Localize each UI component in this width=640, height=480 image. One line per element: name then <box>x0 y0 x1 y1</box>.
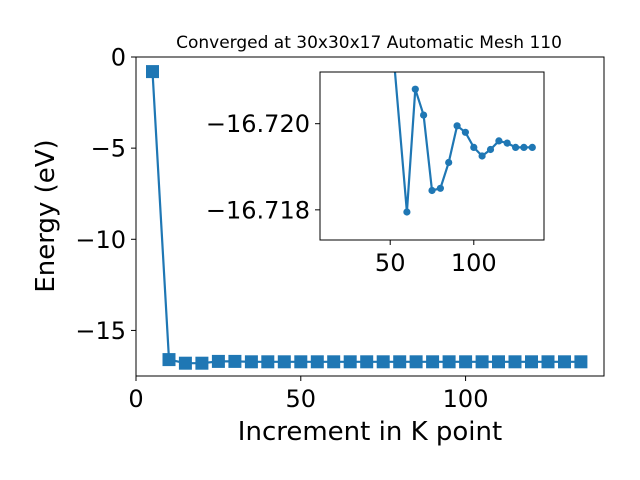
main-data-point <box>525 355 538 369</box>
inset-data-point <box>428 186 436 195</box>
main-data-point <box>327 355 341 369</box>
inset-data-point <box>453 122 461 130</box>
inset-data-point <box>445 158 453 167</box>
inset-y-ticks: −16.720 −16.718 <box>206 110 320 224</box>
inset-plot: −16.720 −16.718 50 100 <box>206 12 545 277</box>
main-data-point <box>178 356 192 370</box>
inset-x-ticks: 50 100 <box>375 240 497 277</box>
main-x-tick-label: 0 <box>128 385 143 413</box>
main-data-point <box>574 355 588 369</box>
inset-data-point <box>461 128 469 136</box>
main-plot-frame <box>135 56 605 377</box>
chart-title: Converged at 30x30x17 Automatic Mesh 110 <box>176 33 562 53</box>
main-data-point <box>146 65 159 79</box>
main-data-point <box>508 355 522 369</box>
main-x-tick-label: 50 <box>286 385 317 413</box>
main-data-point <box>195 356 209 370</box>
main-data-point <box>244 355 258 369</box>
main-data-point <box>261 355 275 369</box>
main-y-tick-label: −10 <box>75 226 126 254</box>
inset-series <box>387 12 536 216</box>
inset-data-point <box>470 143 478 151</box>
inset-y-tick-label: −16.718 <box>206 196 310 224</box>
main-y-tick-label: 0 <box>111 44 126 72</box>
inset-background <box>320 72 544 240</box>
inset-plot-frame <box>319 71 545 241</box>
inset-y-tick-label: −16.720 <box>206 110 310 138</box>
main-data-point <box>442 355 456 369</box>
inset-data-point <box>495 137 503 145</box>
main-y-tick-label: −5 <box>91 135 126 163</box>
y-axis-label: Energy (eV) <box>31 139 61 292</box>
main-data-point <box>541 355 555 369</box>
main-data-point <box>475 355 489 369</box>
main-y-tick-label: −15 <box>75 317 126 345</box>
main-data-point <box>310 355 324 369</box>
inset-x-tick-label: 100 <box>451 249 497 277</box>
main-data-point <box>393 355 407 369</box>
inset-data-point <box>520 143 528 151</box>
main-y-ticks: 0 −5 −10 −15 <box>75 44 136 345</box>
inset-data-point <box>420 111 428 119</box>
main-data-point <box>294 355 308 369</box>
inset-data-point <box>511 143 520 151</box>
main-data-point <box>492 355 505 369</box>
main-data-point <box>162 353 176 367</box>
main-data-point <box>409 355 423 369</box>
main-data-point <box>211 354 225 368</box>
main-x-tick-label: 100 <box>443 385 489 413</box>
inset-data-point <box>503 139 511 147</box>
inset-data-point <box>528 143 536 151</box>
main-plot: Converged at 30x30x17 Automatic Mesh 110… <box>31 33 605 447</box>
main-series <box>146 65 588 370</box>
x-axis-label: Increment in K point <box>238 417 502 447</box>
inset-data-point <box>486 145 495 154</box>
main-data-point <box>277 355 291 369</box>
inset-data-point <box>403 208 411 216</box>
main-data-point <box>228 354 242 368</box>
main-data-point <box>360 355 374 369</box>
main-data-point <box>426 355 440 369</box>
inset-data-point <box>387 12 394 19</box>
main-data-point <box>343 355 357 369</box>
inset-data-point <box>478 152 486 160</box>
main-data-point <box>376 355 390 369</box>
main-data-point <box>558 355 571 369</box>
inset-x-tick-label: 50 <box>375 249 406 277</box>
main-data-point <box>459 355 473 369</box>
inset-data-point <box>411 85 419 93</box>
inset-data-point <box>436 184 444 192</box>
main-x-ticks: 0 50 100 <box>128 376 488 413</box>
